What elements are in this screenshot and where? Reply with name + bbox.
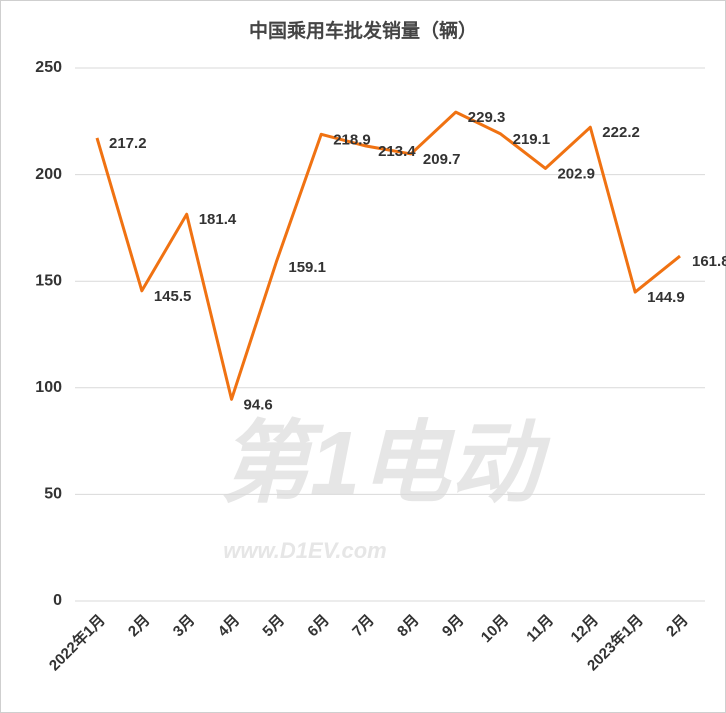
y-tick-label: 200 [35, 166, 62, 183]
data-label: 209.7 [423, 151, 461, 168]
watermark: 第1电动 [220, 414, 551, 514]
data-label: 94.6 [244, 396, 273, 413]
data-label: 202.9 [557, 165, 595, 182]
data-label: 229.3 [468, 109, 506, 126]
data-label: 219.1 [513, 131, 551, 148]
y-tick-label: 100 [35, 379, 62, 396]
data-label: 217.2 [109, 135, 147, 152]
y-tick-label: 250 [35, 59, 62, 76]
watermark: www.D1EV.com [223, 538, 386, 563]
y-tick-label: 0 [53, 592, 62, 609]
line [95, 110, 681, 401]
data-label: 181.4 [199, 211, 237, 228]
data-label: 161.8 [692, 253, 726, 270]
data-label: 222.2 [602, 124, 640, 141]
y-tick-label: 150 [35, 272, 62, 289]
data-label: 218.9 [333, 131, 371, 148]
data-label: 144.9 [647, 289, 685, 306]
data-label: 213.4 [378, 143, 416, 160]
y-tick-label: 50 [44, 486, 62, 503]
data-label: 145.5 [154, 288, 192, 305]
chart-title: 中国乘用车批发销量（辆） [249, 19, 477, 42]
data-label: 159.1 [288, 259, 326, 276]
